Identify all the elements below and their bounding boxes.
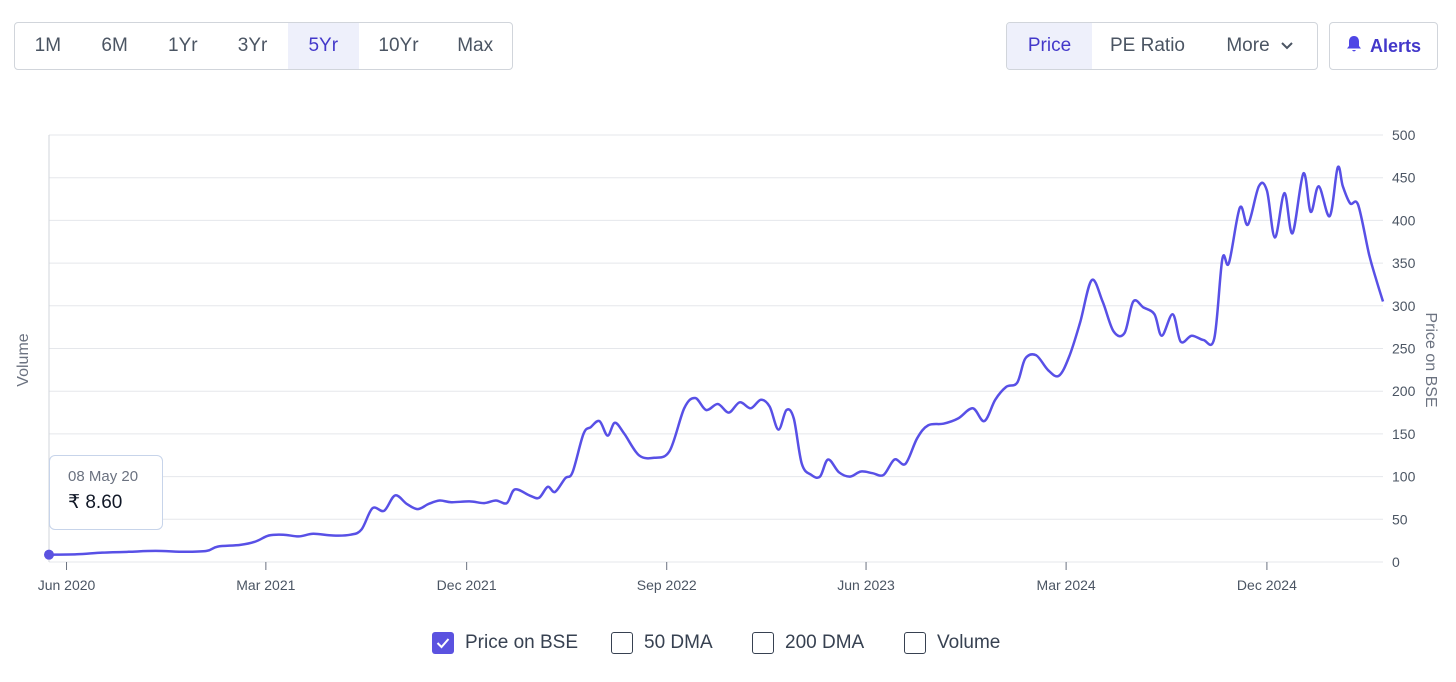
tab-range-label: 1Yr xyxy=(168,35,198,56)
tab-range-label: Max xyxy=(457,35,494,56)
tab-range-label: 5Yr xyxy=(308,35,339,56)
checkbox[interactable] xyxy=(611,632,633,654)
tooltip-date: 08 May 20 xyxy=(68,468,139,485)
x-tick-label: Jun 2023 xyxy=(837,577,895,593)
chart-legend: Price on BSE 50 DMA 200 DMA Volume xyxy=(0,632,1456,658)
tab-pe-ratio[interactable]: PE Ratio xyxy=(1092,23,1203,69)
y-tick-label: 300 xyxy=(1392,298,1416,314)
y-tick-label: 250 xyxy=(1392,341,1416,357)
y-tick-label: 500 xyxy=(1392,127,1416,143)
legend-label: Price on BSE xyxy=(465,632,578,653)
tab-range-6m[interactable]: 6M xyxy=(81,23,149,69)
legend-label: Volume xyxy=(937,632,1001,653)
legend-item-volume[interactable]: Volume xyxy=(904,632,1000,654)
time-range-selector: 1M 6M 1Yr 3Yr 5Yr 10Yr Max xyxy=(14,22,513,70)
tab-range-1yr[interactable]: 1Yr xyxy=(148,23,217,69)
more-dropdown[interactable]: More xyxy=(1203,23,1317,69)
checkbox[interactable] xyxy=(904,632,926,654)
tab-range-5yr[interactable]: 5Yr xyxy=(287,23,359,69)
x-tick-label: Mar 2024 xyxy=(1037,577,1096,593)
y-tick-label: 350 xyxy=(1392,255,1416,271)
y-axis-title-left: Volume xyxy=(15,333,32,386)
x-tick-label: Sep 2022 xyxy=(637,577,697,593)
more-label: More xyxy=(1226,35,1270,56)
x-tick-label: Dec 2021 xyxy=(437,577,497,593)
x-tick-label: Dec 2024 xyxy=(1237,577,1297,593)
tab-range-3yr[interactable]: 3Yr xyxy=(217,23,288,69)
checkbox-checked[interactable] xyxy=(432,632,454,654)
checkbox[interactable] xyxy=(752,632,774,654)
tab-range-10yr[interactable]: 10Yr xyxy=(359,23,439,69)
alerts-label: Alerts xyxy=(1369,35,1422,56)
tab-range-1m[interactable]: 1M xyxy=(15,23,81,69)
bell-icon xyxy=(1346,35,1362,58)
tab-range-label: 1M xyxy=(34,35,62,56)
tab-pe-ratio-label: PE Ratio xyxy=(1110,35,1185,56)
y-tick-label: 400 xyxy=(1392,212,1416,228)
y-tick-label: 150 xyxy=(1392,426,1416,442)
check-icon xyxy=(436,638,450,649)
chart-tooltip: 08 May 20 ₹ 8.60 xyxy=(49,455,163,530)
legend-item-50-dma[interactable]: 50 DMA xyxy=(611,632,713,654)
y-tick-label: 0 xyxy=(1392,554,1400,570)
y-axis-title-right: Price on BSE xyxy=(1422,312,1439,407)
tab-range-max[interactable]: Max xyxy=(438,23,512,69)
tab-range-label: 10Yr xyxy=(378,35,419,56)
y-tick-label: 50 xyxy=(1392,511,1408,527)
tab-price[interactable]: Price xyxy=(1007,23,1092,69)
tab-price-label: Price xyxy=(1027,35,1072,56)
legend-item-200-dma[interactable]: 200 DMA xyxy=(752,632,864,654)
legend-label: 200 DMA xyxy=(785,632,865,653)
x-tick-label: Mar 2021 xyxy=(236,577,295,593)
tooltip-value: ₹ 8.60 xyxy=(68,492,123,513)
chevron-down-icon xyxy=(1280,41,1294,51)
legend-label: 50 DMA xyxy=(644,632,713,653)
y-tick-label: 100 xyxy=(1392,469,1416,485)
y-tick-label: 200 xyxy=(1392,383,1416,399)
alerts-button[interactable]: Alerts xyxy=(1329,22,1438,70)
x-tick-label: Jun 2020 xyxy=(38,577,96,593)
tab-range-label: 6M xyxy=(101,35,128,56)
y-tick-label: 450 xyxy=(1392,170,1416,186)
hover-point-marker xyxy=(44,549,54,560)
tab-range-label: 3Yr xyxy=(237,35,268,56)
metric-selector: Price PE Ratio More xyxy=(1006,22,1318,70)
legend-item-price-on-bse[interactable]: Price on BSE xyxy=(432,632,578,654)
price-line-series xyxy=(48,165,1385,556)
